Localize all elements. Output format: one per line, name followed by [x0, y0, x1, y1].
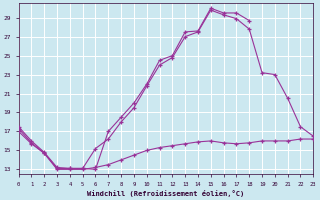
X-axis label: Windchill (Refroidissement éolien,°C): Windchill (Refroidissement éolien,°C) — [87, 190, 244, 197]
